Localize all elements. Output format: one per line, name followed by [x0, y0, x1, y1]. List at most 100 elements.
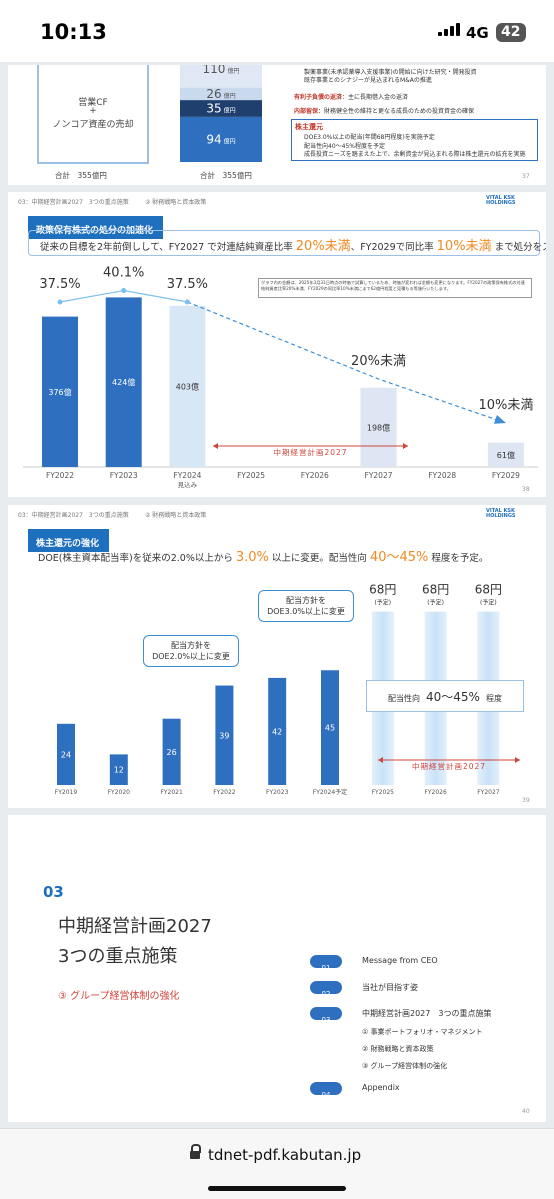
bar — [360, 387, 397, 467]
bullet: 成長投資ニーズを踏まえた上で、余剰資金が見込まれる際は株主還元の拡充を実施 — [304, 151, 526, 158]
x-tick-label: FY2022 — [213, 789, 236, 796]
x-tick-label: FY2025 — [372, 789, 395, 796]
toc-pill: 01 — [310, 955, 342, 972]
bar — [487, 442, 524, 467]
bullet: 既存事業とのシナジーが見込まれるM&Aの推進 — [304, 77, 432, 84]
slide-39: 03：中期経営計画2027 3つの重点施策 ② 財務戦略と資本政策 VITAL KS… — [8, 505, 546, 808]
toc-pill: 04 — [310, 1082, 342, 1099]
value-label: 24 — [61, 750, 71, 759]
stack-segment — [180, 65, 262, 88]
ratio-label: 37.5% — [167, 277, 208, 292]
value-label: 68円 — [422, 583, 449, 597]
chart: FY2022 FY2023 FY2024 FY2025 FY2026 FY2027 FY20… — [23, 266, 538, 489]
toc-text: 当社が目指す姿 — [362, 983, 418, 992]
lead-text: DOE(株主資本配当率)を従来の2.0%以上から — [38, 553, 236, 564]
toc-number: 01 — [321, 964, 331, 972]
callout-text: 配当方針を DOE2.0%以上に変更 — [152, 641, 230, 661]
section-number: 03 — [43, 883, 64, 901]
callout-text: 配当方針を DOE3.0%以上に変更 — [267, 596, 345, 616]
bullet: 製薬事業(未承認薬導入支援事業)の開始に向けた研究・開発投資 — [304, 69, 477, 76]
value-label: 403億 — [176, 381, 199, 391]
plan-label: 中期経営計画2027 — [412, 761, 486, 771]
x-tick-label: FY2020 — [108, 789, 131, 796]
lead-text: 以上に変更。配当性向 — [268, 553, 370, 564]
toc-item: ② 財務戦略と資本政策 — [362, 1045, 434, 1053]
x-tick-label: FY2026 — [424, 789, 447, 796]
x-tick-label: FY2027 — [477, 789, 500, 796]
value-label: 39 — [219, 731, 229, 740]
section: ② 財務戦略と資本政策 — [145, 512, 207, 519]
value-label: 68円 — [369, 583, 396, 597]
value-label: 12 — [114, 766, 124, 775]
toc-text: 中期経営計画2027 3つの重点施策 — [362, 1009, 492, 1018]
title: 3つの重点施策 — [58, 946, 178, 967]
bar — [42, 316, 78, 467]
source-text: ノンコア資産の売却 — [52, 120, 134, 130]
page-number: 39 — [522, 797, 530, 804]
lead-text: 、FY2029で同比率 — [350, 242, 437, 253]
payout-text: 程度 — [485, 694, 502, 703]
arrow-head — [493, 414, 506, 424]
value-label: 424億 — [112, 377, 135, 387]
status-bar: 10:13 4G 42 — [0, 0, 554, 62]
toc-text: Message from CEO — [362, 956, 438, 965]
payout-box: 配当性向 40～45% 程度 — [366, 680, 524, 712]
chart: 24 FY2019 12 FY2020 26 FY2021 39 FY2022 42 FY2023… — [55, 583, 520, 796]
forecast-note: (予定) — [480, 599, 497, 607]
tag: 政策保有株式の処分の加速化 — [28, 216, 164, 239]
x-tick-label: FY2023 — [266, 789, 289, 796]
payout-text: 40～45% — [426, 690, 480, 704]
x-tick-label: FY2029 — [492, 471, 520, 480]
lead-box — [28, 230, 540, 256]
stack-segment — [180, 87, 262, 101]
signal-bar — [438, 32, 442, 36]
ratio-point — [121, 288, 127, 294]
lead-emphasis: 20%未満 — [295, 239, 351, 254]
logo: VITAL KSK HOLDINGS — [486, 508, 516, 519]
ratio-forecast-line — [187, 301, 507, 424]
note-text: ：財務健全性の維持と更なる成長のための投資資金の確保 — [318, 108, 475, 115]
ratio-point — [57, 299, 63, 305]
value-label: 61億 — [497, 450, 515, 460]
bar — [109, 754, 128, 785]
page-number: 38 — [522, 486, 530, 493]
breadcrumb: 03：中期経営計画2027 3つの重点施策 — [18, 199, 129, 206]
note: グラフ内の金額は、2025年3月31日時点の時価で試算しているため、時価が変われ… — [261, 280, 525, 291]
toc-number: 03 — [321, 1016, 331, 1024]
total: 合計 355億円 — [55, 171, 107, 180]
source-text: 営業CF — [78, 98, 108, 108]
breadcrumb: 03：中期経営計画2027 3つの重点施策 — [18, 512, 129, 519]
value-label: 45 — [325, 724, 335, 733]
note-line: 有利子負債の返済：主に長期借入金の返済 — [294, 92, 408, 101]
toc-number: 02 — [321, 990, 331, 998]
network: 4G — [466, 24, 489, 42]
lead: DOE(株主資本配当率)を従来の2.0%以上から 3.0% 以上に変更。配当性向… — [38, 546, 488, 565]
battery: 42 — [496, 23, 526, 42]
signal-bar — [444, 29, 448, 36]
bar — [268, 677, 287, 785]
lead-text: 程度を予定。 — [428, 553, 489, 564]
lead-text: 従来の目標を2年前倒しして、FY2027 で対連結純資産比率 — [40, 242, 296, 253]
plan-label: 中期経営計画2027 — [273, 447, 347, 457]
note-text: ：主に長期借入金の返済 — [342, 94, 409, 101]
x-tick-label: FY2028 — [428, 471, 456, 480]
toc-number: 04 — [321, 1091, 331, 1099]
page-number: 40 — [522, 1108, 530, 1115]
lead-emphasis: 40～45% — [369, 550, 429, 565]
ratio-label: 37.5% — [39, 277, 80, 292]
source-text: + — [89, 106, 97, 116]
forecast-note: (予定) — [427, 599, 444, 607]
x-tick-label: FY2019 — [55, 789, 78, 796]
value-label: 68円 — [475, 583, 502, 597]
bullet: 配当性向40～45%程度を予定 — [304, 142, 385, 150]
x-tick-label: FY2022 — [46, 471, 74, 480]
x-tick-label: FY2025 — [237, 471, 265, 480]
note-label: 内部留保 — [294, 108, 319, 115]
signal-bar — [450, 26, 454, 36]
signal-bar — [456, 23, 460, 36]
bar — [321, 670, 339, 785]
slide-37: 営業CF + ノンコア資産の売却 94 億円 35 億円 26 億円 110 億円合計 355億円 合… — [8, 65, 546, 185]
total: 合計 355億円 — [200, 171, 252, 180]
forecast-note: (予定) — [374, 599, 391, 607]
